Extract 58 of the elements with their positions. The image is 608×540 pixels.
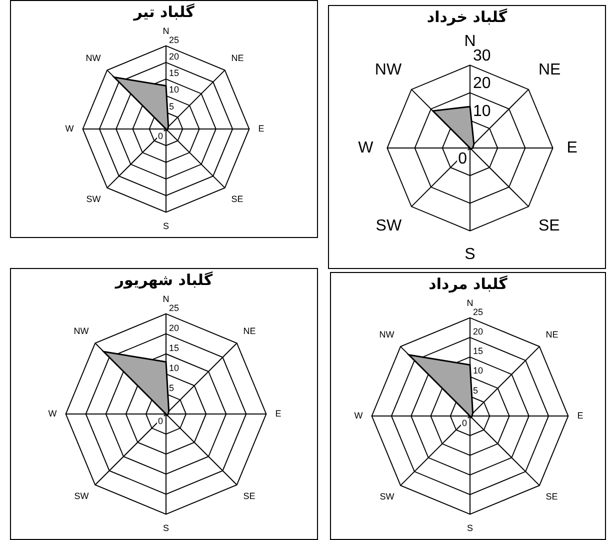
spoke-label: SW [380,492,395,502]
y-tick-label: 10 [473,366,484,376]
spoke-label: NE [243,326,256,336]
y-tick-label: 5 [169,101,174,112]
spoke-label: NE [538,61,561,78]
chart-title: گلباد مرداد [428,275,508,293]
spoke-label: NE [546,329,558,340]
y-tick-label: 15 [169,342,180,353]
spoke-label: NE [231,52,244,63]
spoke-label: NW [374,61,402,78]
y-tick-label: 0 [462,418,467,428]
spoke-label: W [358,139,374,156]
spoke-label: NW [74,326,90,336]
chart-title: گلباد شهریور [114,271,214,289]
y-tick-label: 10 [473,102,491,120]
y-tick-label: 15 [169,68,180,78]
spoke-label: S [162,221,170,232]
y-tick-label: 10 [169,84,180,95]
spoke-label: W [48,408,58,418]
spoke-label: SW [74,491,90,502]
y-tick-label: 0 [158,130,163,141]
y-tick-label: 30 [473,48,491,65]
y-tick-label: 20 [473,326,484,336]
y-tick-label: 15 [473,346,484,356]
spoke-label: N [466,298,474,308]
y-tick-label: 25 [169,34,180,45]
spoke-label: SE [538,217,560,234]
spoke-label: SE [546,492,558,502]
y-tick-label: 5 [473,385,478,396]
spoke-label: SE [231,194,244,204]
spoke-label: W [354,410,364,420]
spoke-label: E [566,139,578,156]
spoke-label: N [162,26,170,36]
y-tick-label: 25 [169,302,180,313]
spoke-label: E [258,123,264,134]
y-tick-label: 20 [473,75,491,92]
spoke-label: NW [86,52,102,63]
spoke-label: W [65,123,74,134]
spoke-label: N [464,33,476,50]
spoke-label: S [464,246,476,263]
spoke-label: S [162,523,170,534]
chart-title: گلباد خرداد [426,8,508,26]
spoke-label: N [162,294,170,304]
spoke-label: SW [86,194,102,204]
y-tick-label: 5 [169,382,174,393]
y-tick-label: 10 [169,362,180,373]
y-tick-label: 20 [169,51,180,62]
spoke-label: E [275,408,282,418]
y-tick-label: 0 [458,150,468,168]
y-tick-label: 0 [158,416,163,426]
spoke-label: S [466,523,474,534]
spoke-label: SW [376,217,402,234]
spoke-label: NW [379,329,395,340]
spoke-label: SE [243,491,256,502]
chart-title: گلباد تیر [132,3,196,21]
y-tick-label: 25 [473,306,484,317]
spoke-label: E [577,410,584,420]
y-tick-label: 20 [169,322,180,333]
